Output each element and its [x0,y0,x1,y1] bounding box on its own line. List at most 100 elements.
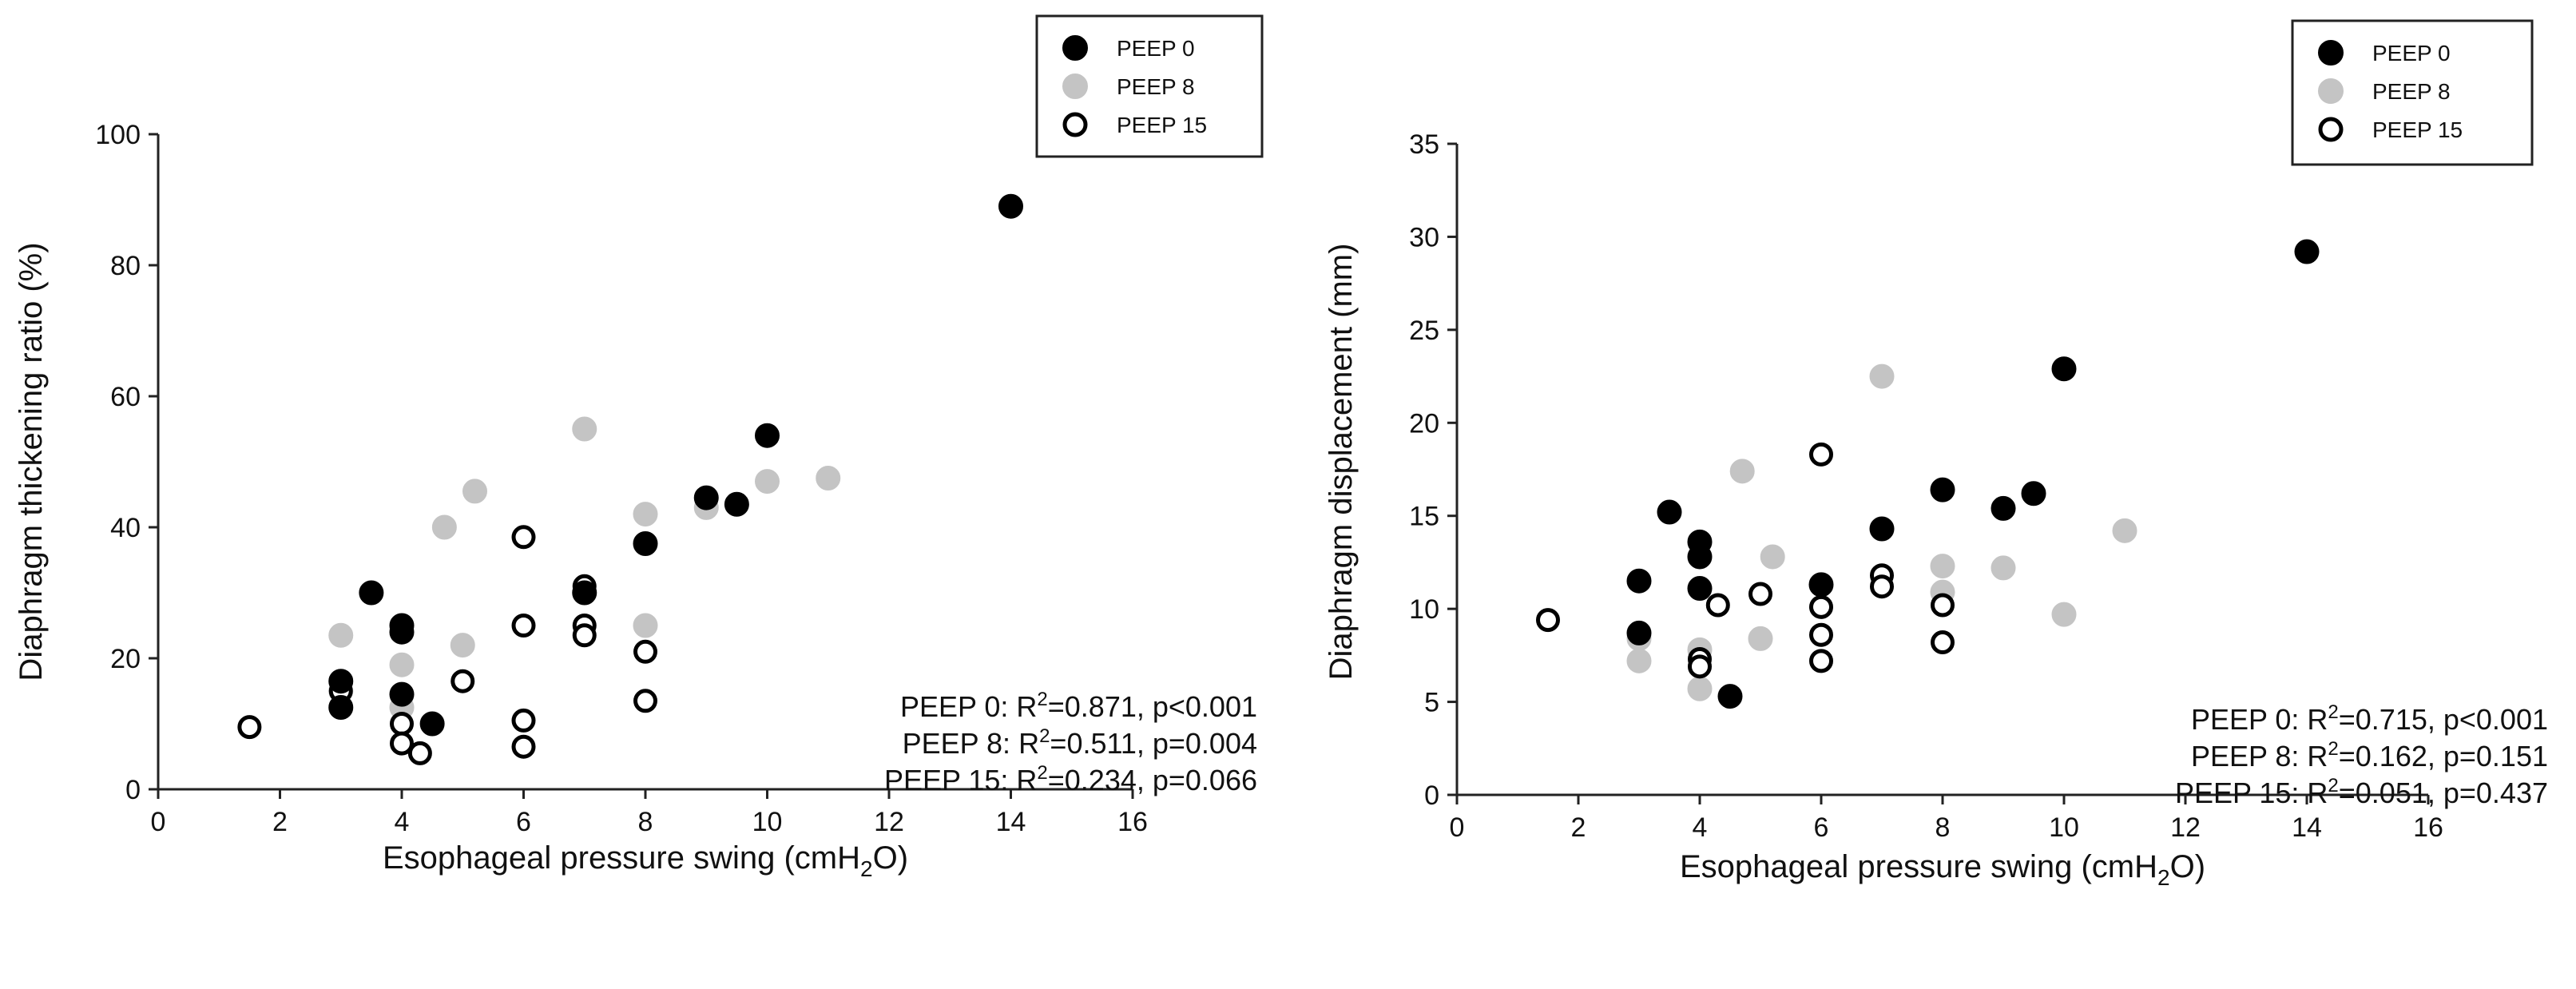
y-tick-label: 40 [110,513,141,543]
y-tick-label: 60 [110,382,141,412]
data-point [2051,602,2077,627]
x-tick-label: 6 [516,807,531,837]
data-point [431,514,457,540]
data-point [572,580,597,606]
data-point [390,731,414,756]
y-tick-label: 80 [110,251,141,281]
y-tick-label: 0 [125,775,141,805]
data-point [1717,684,1743,709]
thickening-ratio-chart: 0 2 4 6 8 10 12 14 16 0 20 40 60 80 100 Esophageal pres… [14,14,1264,881]
data-point [633,502,658,527]
x-tick-label: 10 [752,807,783,837]
x-tick-label: 10 [2049,812,2079,843]
x-tick-label: 16 [2413,812,2443,843]
data-point [1657,499,1682,525]
data-point [1626,648,1652,673]
data-point [1870,574,1894,599]
data-point [998,193,1023,219]
data-point [1931,630,1955,655]
data-point [1687,544,1713,570]
legend: PEEP 0 PEEP 8 PEEP 15 [1035,14,1264,158]
data-point [1760,544,1785,570]
data-point [451,669,475,693]
data-point [633,689,657,713]
data-point [511,614,536,637]
data-point [755,423,780,448]
data-point [724,491,749,517]
legend-label: PEEP 8 [1117,74,1195,99]
series-peep-0 [328,193,1023,737]
data-point [462,479,487,504]
data-point [1626,568,1652,594]
x-tick-label: 8 [1935,812,1951,843]
legend: PEEP 0 PEEP 8 PEEP 15 [2291,19,2534,166]
x-tick-label: 12 [874,807,904,837]
data-point [328,669,354,694]
data-point [1930,554,1955,579]
data-point [1991,555,2016,581]
data-point [572,623,597,648]
data-point [2294,239,2320,264]
x-tick-label: 0 [1450,812,1465,843]
data-point [693,485,719,510]
data-point [1869,516,1895,542]
data-point [816,466,841,491]
y-tick-label: 100 [95,120,141,150]
x-tick-label: 8 [638,807,653,837]
legend-label: PEEP 0 [1117,36,1195,61]
data-point [633,613,658,638]
x-tick-label: 4 [1693,812,1708,843]
y-tick-label: 20 [1409,408,1439,439]
x-axis-title: Esophageal pressure swing (cmH2O) [383,840,908,881]
regression-annotation: PEEP 15: R2=0.051, p=0.437 [2175,775,2548,809]
series-peep-0 [1626,239,2320,709]
legend-marker [2318,117,2344,142]
displacement-chart: 0 2 4 6 8 10 12 14 16 0 5 10 15 20 25 30 35 Esophageal pr… [1324,19,2548,890]
x-tick-label: 14 [2292,812,2322,843]
data-point [511,525,536,550]
regression-annotation: PEEP 15: R2=0.234, p=0.066 [884,762,1257,796]
data-point [419,711,445,737]
data-point [511,708,536,733]
data-point [1809,649,1833,673]
data-point [1705,593,1730,618]
x-tick-label: 2 [1571,812,1586,843]
data-point [755,469,780,494]
data-point [1809,442,1833,467]
legend-marker [1062,73,1088,99]
series-peep-15 [237,525,657,765]
data-point [2021,481,2046,506]
y-tick-label: 5 [1424,688,1439,718]
data-point [633,639,657,664]
y-tick-label: 25 [1409,316,1439,346]
y-tick-label: 30 [1409,222,1439,252]
data-point [237,715,262,740]
data-point [390,712,414,736]
x-tick-label: 12 [2170,812,2201,843]
data-point [2051,356,2077,382]
x-tick-label: 4 [395,807,410,837]
legend-label: PEEP 15 [1117,113,1207,137]
regression-annotation: PEEP 0: R2=0.715, p<0.001 [2191,701,2548,736]
data-point [328,622,354,648]
data-point [1869,363,1895,389]
data-point [511,734,536,759]
data-point [389,652,415,677]
x-tick-label: 16 [1117,807,1148,837]
data-point [389,613,415,638]
data-point [389,681,415,707]
data-point [1536,608,1560,633]
data-point [359,580,384,606]
series-peep-15 [1536,442,1955,679]
series-peep-8 [328,416,841,720]
y-tick-label: 15 [1409,502,1439,532]
x-tick-label: 6 [1814,812,1829,843]
data-point [1626,620,1652,645]
data-point [633,531,658,556]
legend-marker [1062,112,1088,137]
data-point [1809,594,1833,619]
legend-marker [2318,78,2344,104]
legend-marker [1062,35,1088,61]
data-point [1687,576,1713,602]
